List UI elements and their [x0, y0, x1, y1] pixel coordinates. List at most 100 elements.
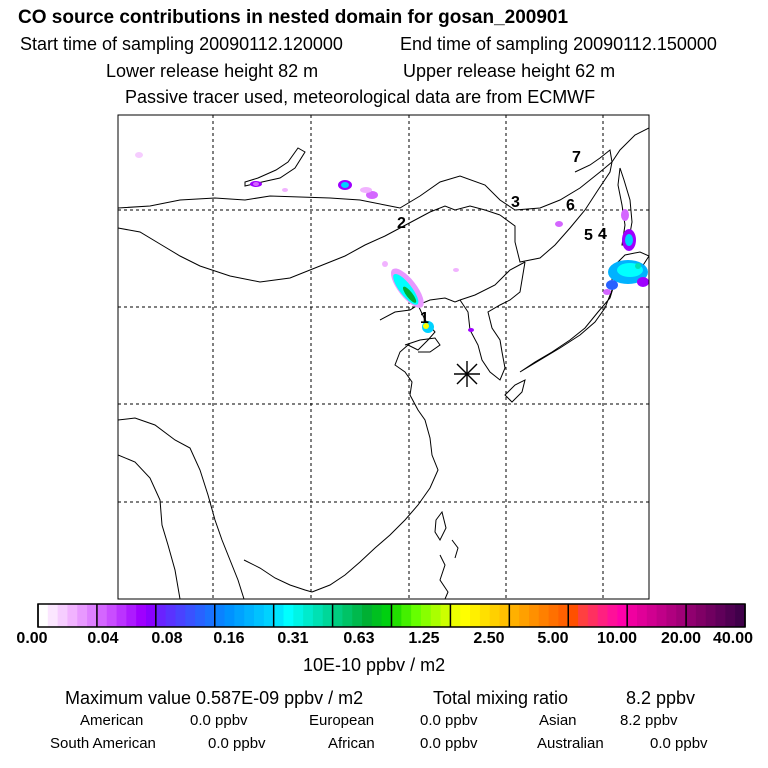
upper-release-height-label: Upper release height 62 m — [403, 61, 616, 81]
colorbar-segment — [686, 604, 697, 627]
japan-honshu — [519, 284, 615, 373]
colorbar-segment — [617, 604, 628, 627]
colorbar-tick-label: 40.00 — [712, 630, 754, 647]
colorbar-segment — [558, 604, 569, 627]
colorbar-segment — [450, 604, 461, 627]
tracer-info-line: Passive tracer used, meteorological data… — [125, 87, 596, 107]
colorbar-segment — [636, 604, 648, 627]
region-name-asian: Asian — [539, 712, 577, 729]
colorbar-segment — [175, 604, 186, 627]
colorbar-segment — [136, 604, 147, 627]
island-fragment — [451, 539, 459, 559]
colorbar-segment — [254, 604, 265, 627]
colorbar-units: 10E-10 ppbv / m2 — [303, 655, 446, 675]
colorbar-segment — [391, 604, 402, 627]
colorbar-segment — [244, 604, 255, 627]
colorbar-segment — [293, 604, 304, 627]
site-number-1: 1 — [420, 310, 429, 327]
colorbar-segment — [587, 604, 599, 627]
end-time-label: End time of sampling 20090112.150000 — [400, 34, 717, 54]
colorbar-segment — [440, 604, 452, 627]
colorbar-tick-label: 0.04 — [87, 630, 119, 647]
colorbar-segment — [656, 604, 668, 627]
concentration-plumes — [135, 152, 649, 333]
region-value-south-american: 0.0 ppbv — [208, 735, 266, 752]
colorbar-segment — [538, 604, 550, 627]
japan-kyushu — [504, 379, 526, 403]
colorbar-segment — [568, 604, 579, 627]
colorbar-segment — [126, 604, 137, 627]
border-north — [118, 161, 613, 211]
shandong-peninsula — [404, 337, 441, 353]
region-value-european: 0.0 ppbv — [420, 712, 478, 729]
plume-spot — [341, 182, 349, 188]
colorbar-tick-label: 2.50 — [473, 630, 505, 647]
border-india — [118, 454, 181, 599]
region-value-african: 0.0 ppbv — [420, 735, 478, 752]
colorbar-segment — [627, 604, 638, 627]
colorbar-segment — [273, 604, 285, 627]
colorbar-tick-label: 0.31 — [277, 630, 309, 647]
figure-title: CO source contributions in nested domain… — [18, 7, 569, 28]
site-number-5: 5 — [584, 227, 593, 244]
site-number-2: 2 — [397, 215, 406, 232]
china-coast — [311, 304, 439, 593]
liaodong-peninsula — [417, 297, 461, 306]
colorbar-segment — [578, 604, 589, 627]
plume-spot — [621, 209, 629, 221]
plume-spot — [402, 286, 417, 303]
colorbar-tick-label: 5.00 — [537, 630, 569, 647]
site-number-6: 6 — [566, 197, 575, 214]
colorbar-segment — [411, 604, 422, 627]
colorbar-segment — [234, 604, 245, 627]
map-frame — [117, 114, 650, 600]
region-name-south-american: South American — [50, 735, 156, 752]
lat-lon-grid — [118, 115, 649, 599]
colorbar-tick-label: 20.00 — [660, 630, 702, 647]
colorbar-segment — [676, 604, 687, 627]
plume-spot — [468, 328, 474, 332]
coast-okhotsk — [611, 127, 649, 163]
colorbar-segment — [146, 604, 157, 627]
colorbar-segment — [224, 604, 235, 627]
plume-spot — [603, 289, 611, 295]
colorbar-segment — [695, 604, 707, 627]
border-northeast — [499, 161, 613, 263]
colorbar-segment — [705, 604, 717, 627]
colorbar-segment — [312, 604, 324, 627]
region-name-australian: Australian — [537, 735, 604, 752]
plume-spot — [366, 191, 378, 199]
colorbar-segment — [204, 604, 216, 627]
colorbar-segment — [528, 604, 540, 627]
colorbar-segment — [87, 604, 98, 627]
site-number-3: 3 — [511, 194, 520, 211]
plume-spot — [606, 280, 618, 290]
colorbar-segment — [479, 604, 491, 627]
colorbar-frame — [37, 603, 746, 628]
colorbar-segment — [548, 604, 560, 627]
colorbar-tick-label: 10.00 — [596, 630, 638, 647]
start-time-label: Start time of sampling 20090112.120000 — [20, 34, 343, 54]
plume-spot — [282, 188, 288, 192]
colorbar-segment — [401, 604, 412, 627]
plume-spot — [555, 221, 563, 227]
plume-spot — [453, 268, 459, 272]
colorbar-segment — [283, 604, 294, 627]
receptor-site-marker — [454, 361, 480, 387]
site-number-labels: 1 2 3 4 5 6 7 — [397, 149, 607, 327]
maximum-value-label: Maximum value 0.587E-09 ppbv / m2 — [65, 688, 364, 708]
plume-spot — [360, 187, 372, 193]
border-mongolia — [118, 205, 501, 283]
plume-spot — [423, 323, 429, 329]
korean-peninsula — [459, 261, 526, 381]
plume-spot — [253, 182, 259, 186]
colorbar-segment — [666, 604, 677, 627]
colorbar-segment — [499, 604, 510, 627]
colorbar-segment — [332, 604, 343, 627]
colorbar-tick-label: 0.63 — [343, 630, 375, 647]
region-value-american: 0.0 ppbv — [190, 712, 248, 729]
region-value-australian: 0.0 ppbv — [650, 735, 708, 752]
colorbar-segment — [195, 604, 206, 627]
colorbar-segment — [735, 604, 746, 627]
